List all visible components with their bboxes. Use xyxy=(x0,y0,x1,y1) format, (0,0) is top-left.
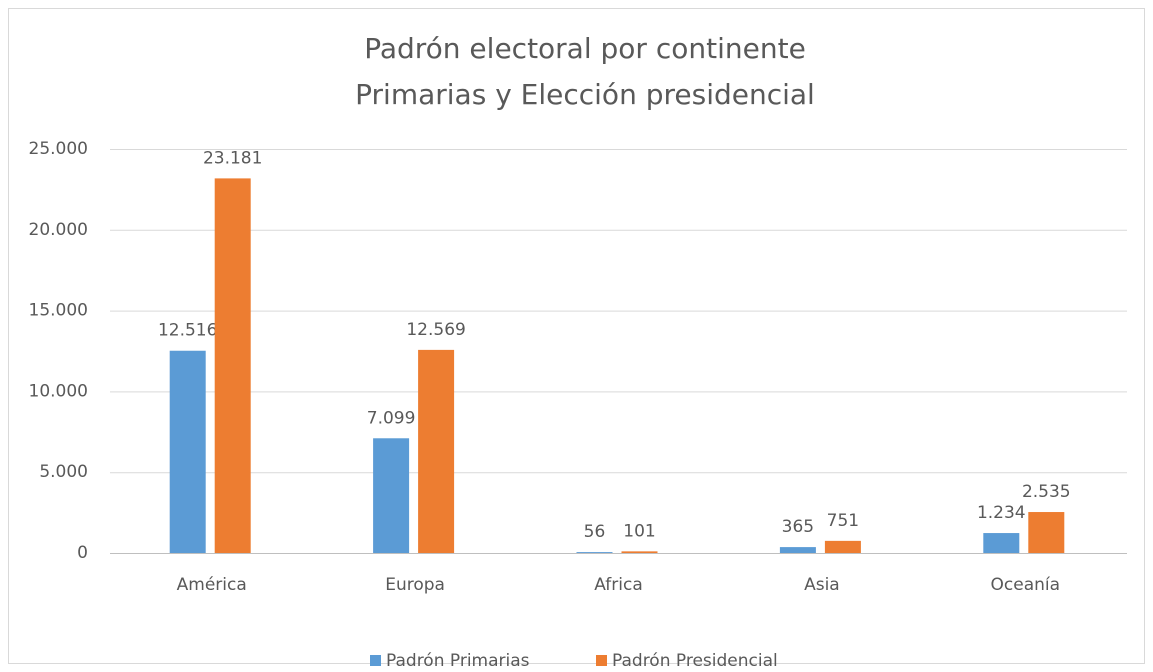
y-tick-label: 5.000 xyxy=(39,462,88,482)
legend-label: Padrón Presidencial xyxy=(612,651,778,671)
bar xyxy=(418,349,455,553)
data-label: 365 xyxy=(782,517,814,537)
data-label: 23.181 xyxy=(203,148,262,168)
bar xyxy=(824,540,861,553)
data-label: 101 xyxy=(623,521,655,541)
data-label: 12.516 xyxy=(158,321,217,341)
legend-swatch xyxy=(370,655,381,666)
y-tick-label: 25.000 xyxy=(29,139,88,159)
data-label: 2.535 xyxy=(1022,482,1071,502)
data-label: 12.569 xyxy=(406,320,465,340)
data-label: 751 xyxy=(827,511,859,531)
legend-swatch xyxy=(596,655,607,666)
data-label: 7.099 xyxy=(367,408,416,428)
bar xyxy=(779,547,816,553)
legend-label: Padrón Primarias xyxy=(386,651,530,671)
y-tick-label: 20.000 xyxy=(29,220,88,240)
x-tick-label: Europa xyxy=(385,575,445,595)
bar xyxy=(983,533,1020,553)
x-tick-label: Oceanía xyxy=(991,575,1061,595)
chart-subtitle: Primarias y Elección presidencial xyxy=(355,78,815,111)
bar xyxy=(576,552,613,553)
y-tick-label: 15.000 xyxy=(29,301,88,321)
x-tick-label: Asia xyxy=(804,575,840,595)
bar xyxy=(373,438,410,553)
y-tick-label: 0 xyxy=(77,543,88,563)
chart-frame xyxy=(8,8,1145,664)
bar xyxy=(621,551,658,553)
bar xyxy=(1028,512,1065,553)
data-label: 1.234 xyxy=(977,503,1026,523)
bar xyxy=(169,350,206,553)
chart-title: Padrón electoral por continente xyxy=(364,32,806,65)
x-tick-label: América xyxy=(177,575,247,595)
data-label: 56 xyxy=(584,522,606,542)
y-tick-label: 10.000 xyxy=(29,381,88,401)
bar xyxy=(214,178,251,554)
x-tick-label: Africa xyxy=(594,575,643,595)
